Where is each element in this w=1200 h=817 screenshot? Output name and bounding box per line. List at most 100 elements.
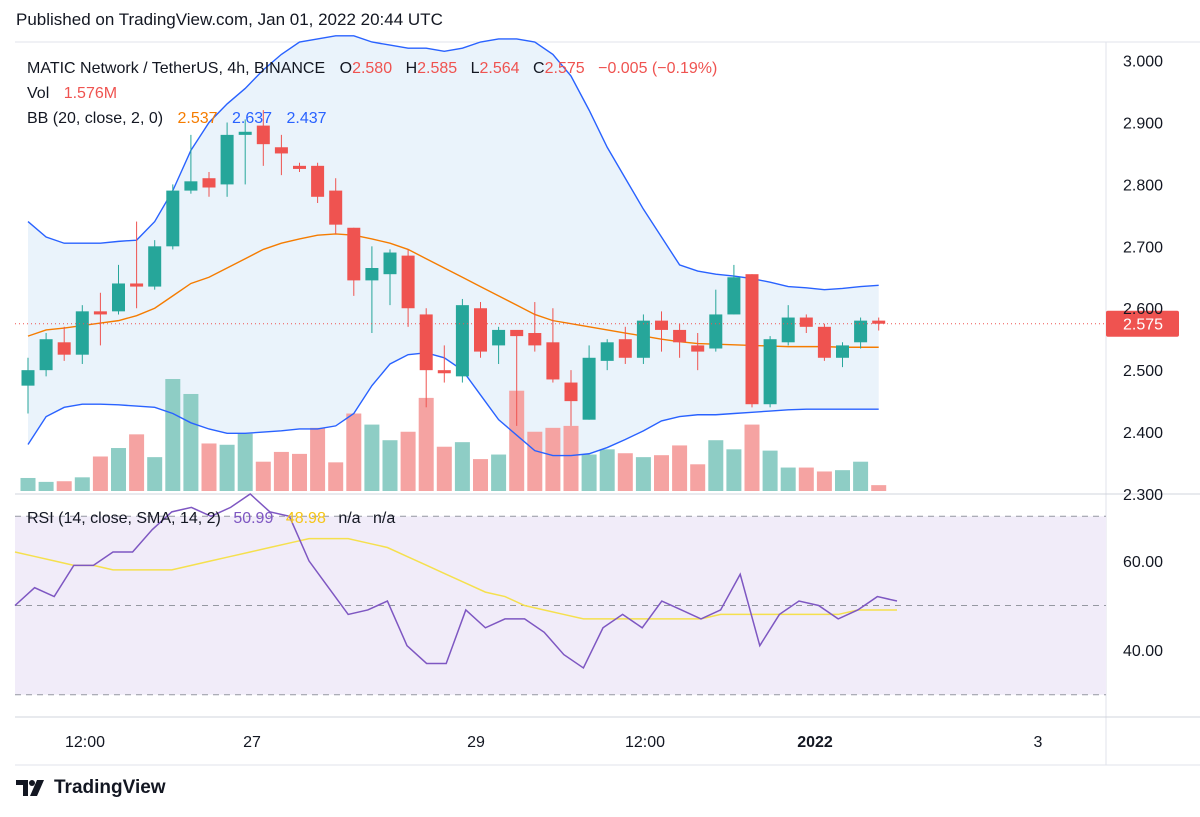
- candle: [220, 122, 234, 197]
- volume-bar: [871, 485, 887, 491]
- high-label: H: [406, 60, 418, 77]
- candle-body: [148, 246, 162, 287]
- candle: [365, 246, 379, 334]
- candle-body: [329, 190, 343, 225]
- candle-body: [437, 370, 451, 374]
- candle: [600, 339, 614, 371]
- low-label: L: [471, 60, 480, 77]
- volume-bar: [364, 424, 380, 491]
- candle-body: [455, 305, 469, 377]
- volume-bar: [491, 454, 507, 491]
- time-tick-label: 12:00: [65, 734, 105, 751]
- time-tick-label: 12:00: [625, 734, 665, 751]
- candle: [799, 314, 813, 334]
- volume-bar: [56, 481, 72, 491]
- candle: [655, 311, 668, 352]
- volume-bar: [690, 464, 706, 491]
- price-tick-label: 2.500: [1123, 363, 1163, 380]
- candle-body: [836, 345, 849, 358]
- candle: [57, 326, 71, 361]
- volume-bar: [129, 434, 145, 491]
- candle-body: [166, 190, 180, 247]
- candle-body: [202, 178, 216, 188]
- candle-body: [365, 268, 379, 281]
- volume-bar: [346, 413, 362, 491]
- bollinger-fill: [28, 35, 879, 456]
- volume-legend[interactable]: Vol 1.576M: [27, 85, 117, 102]
- rsi-legend[interactable]: RSI (14, close, SMA, 14, 2) 50.99 48.98 …: [27, 510, 395, 527]
- volume-bar: [436, 446, 452, 491]
- open-label: O: [340, 60, 352, 77]
- bb-basis-line: [27, 233, 879, 348]
- symbol-title: MATIC Network / TetherUS, 4h, BINANCE: [27, 60, 325, 77]
- price-tick-label: 2.900: [1123, 115, 1163, 132]
- volume-bar: [635, 457, 651, 491]
- bb-upper-value: 2.637: [232, 110, 272, 127]
- candle: [166, 184, 180, 250]
- footer-brand[interactable]: TradingView: [16, 777, 166, 799]
- candle: [691, 333, 705, 371]
- rsi-axis[interactable]: 60.00 40.00: [1123, 554, 1163, 660]
- volume-bar: [273, 451, 289, 491]
- candle: [673, 323, 687, 358]
- candle: [836, 342, 849, 368]
- candle: [564, 370, 578, 426]
- volume-bar: [400, 431, 416, 491]
- candle-body: [57, 342, 71, 355]
- price-tick-label: 2.400: [1123, 425, 1163, 442]
- candle-body: [636, 320, 650, 358]
- time-axis[interactable]: 12:00 27 29 12:00 2022 3: [65, 734, 1043, 751]
- candle-body: [763, 339, 777, 405]
- candle: [709, 289, 723, 352]
- candle: [93, 292, 107, 346]
- bb-label: BB (20, close, 2, 0): [27, 110, 163, 127]
- price-tick-label: 2.800: [1123, 177, 1163, 194]
- price-tick-label: 3.000: [1123, 54, 1163, 71]
- time-tick-label: 3: [1034, 734, 1043, 751]
- volume-bar: [382, 440, 398, 491]
- candle: [293, 162, 306, 173]
- low-value: 2.564: [480, 60, 520, 77]
- rsi-na-2: n/a: [373, 510, 395, 527]
- volume-bar: [473, 459, 488, 491]
- candle: [528, 302, 542, 352]
- candle: [238, 119, 252, 185]
- candle: [256, 110, 270, 166]
- candle-body: [311, 165, 325, 197]
- candle-body: [256, 125, 270, 145]
- symbol-legend[interactable]: MATIC Network / TetherUS, 4h, BINANCE O2…: [27, 60, 717, 77]
- candle: [75, 305, 89, 364]
- volume-value: 1.576M: [64, 85, 117, 102]
- volume-bar: [509, 390, 525, 491]
- volume-bar: [292, 453, 307, 491]
- volume-label: Vol: [27, 85, 49, 102]
- time-tick-label: 29: [467, 734, 485, 751]
- candles[interactable]: [21, 110, 886, 426]
- volume-bar: [255, 461, 271, 491]
- rsi-value: 50.99: [233, 510, 273, 527]
- volume-bar: [527, 431, 543, 491]
- bb-basis-value: 2.537: [178, 110, 218, 127]
- rsi-ma-line: [14, 537, 897, 620]
- candle-body: [220, 134, 234, 185]
- volume-bar: [310, 427, 326, 491]
- candle-body: [727, 277, 741, 315]
- open-value: 2.580: [352, 60, 392, 77]
- price-axis[interactable]: 3.000 2.900 2.800 2.700 2.600 2.500 2.400 2.300: [1123, 54, 1163, 504]
- volume-bar: [599, 449, 615, 491]
- time-tick-label: 27: [243, 734, 261, 751]
- volume-bars: [20, 379, 887, 491]
- volume-bar: [38, 481, 54, 491]
- candle: [618, 326, 632, 364]
- bb-legend[interactable]: BB (20, close, 2, 0) 2.537 2.637 2.437: [27, 110, 327, 127]
- volume-bar: [798, 467, 814, 491]
- last-price-label: 2.575: [1123, 317, 1163, 334]
- candle-body: [872, 320, 886, 324]
- candle: [817, 323, 831, 361]
- tradingview-logo-icon: [16, 780, 44, 796]
- candle-body: [130, 283, 144, 287]
- volume-bar: [780, 467, 796, 491]
- candle: [546, 308, 560, 383]
- candle: [636, 314, 650, 364]
